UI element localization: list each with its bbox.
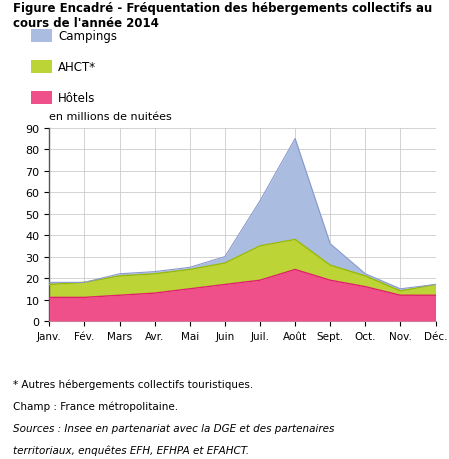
Text: AHCT*: AHCT*: [58, 61, 97, 74]
Text: Figure Encadré - Fréquentation des hébergements collectifs au: Figure Encadré - Fréquentation des héber…: [13, 2, 433, 15]
Text: en millions de nuitées: en millions de nuitées: [49, 112, 172, 122]
Text: territoriaux, enquêtes EFH, EFHPA et EFAHCT.: territoriaux, enquêtes EFH, EFHPA et EFA…: [13, 445, 250, 455]
Text: * Autres hébergements collectifs touristiques.: * Autres hébergements collectifs tourist…: [13, 379, 254, 389]
Text: Hôtels: Hôtels: [58, 92, 96, 105]
Text: cours de l'année 2014: cours de l'année 2014: [13, 17, 159, 30]
Text: Campings: Campings: [58, 30, 117, 43]
Text: Sources : Insee en partenariat avec la DGE et des partenaires: Sources : Insee en partenariat avec la D…: [13, 423, 335, 433]
Text: Champ : France métropolitaine.: Champ : France métropolitaine.: [13, 401, 179, 411]
